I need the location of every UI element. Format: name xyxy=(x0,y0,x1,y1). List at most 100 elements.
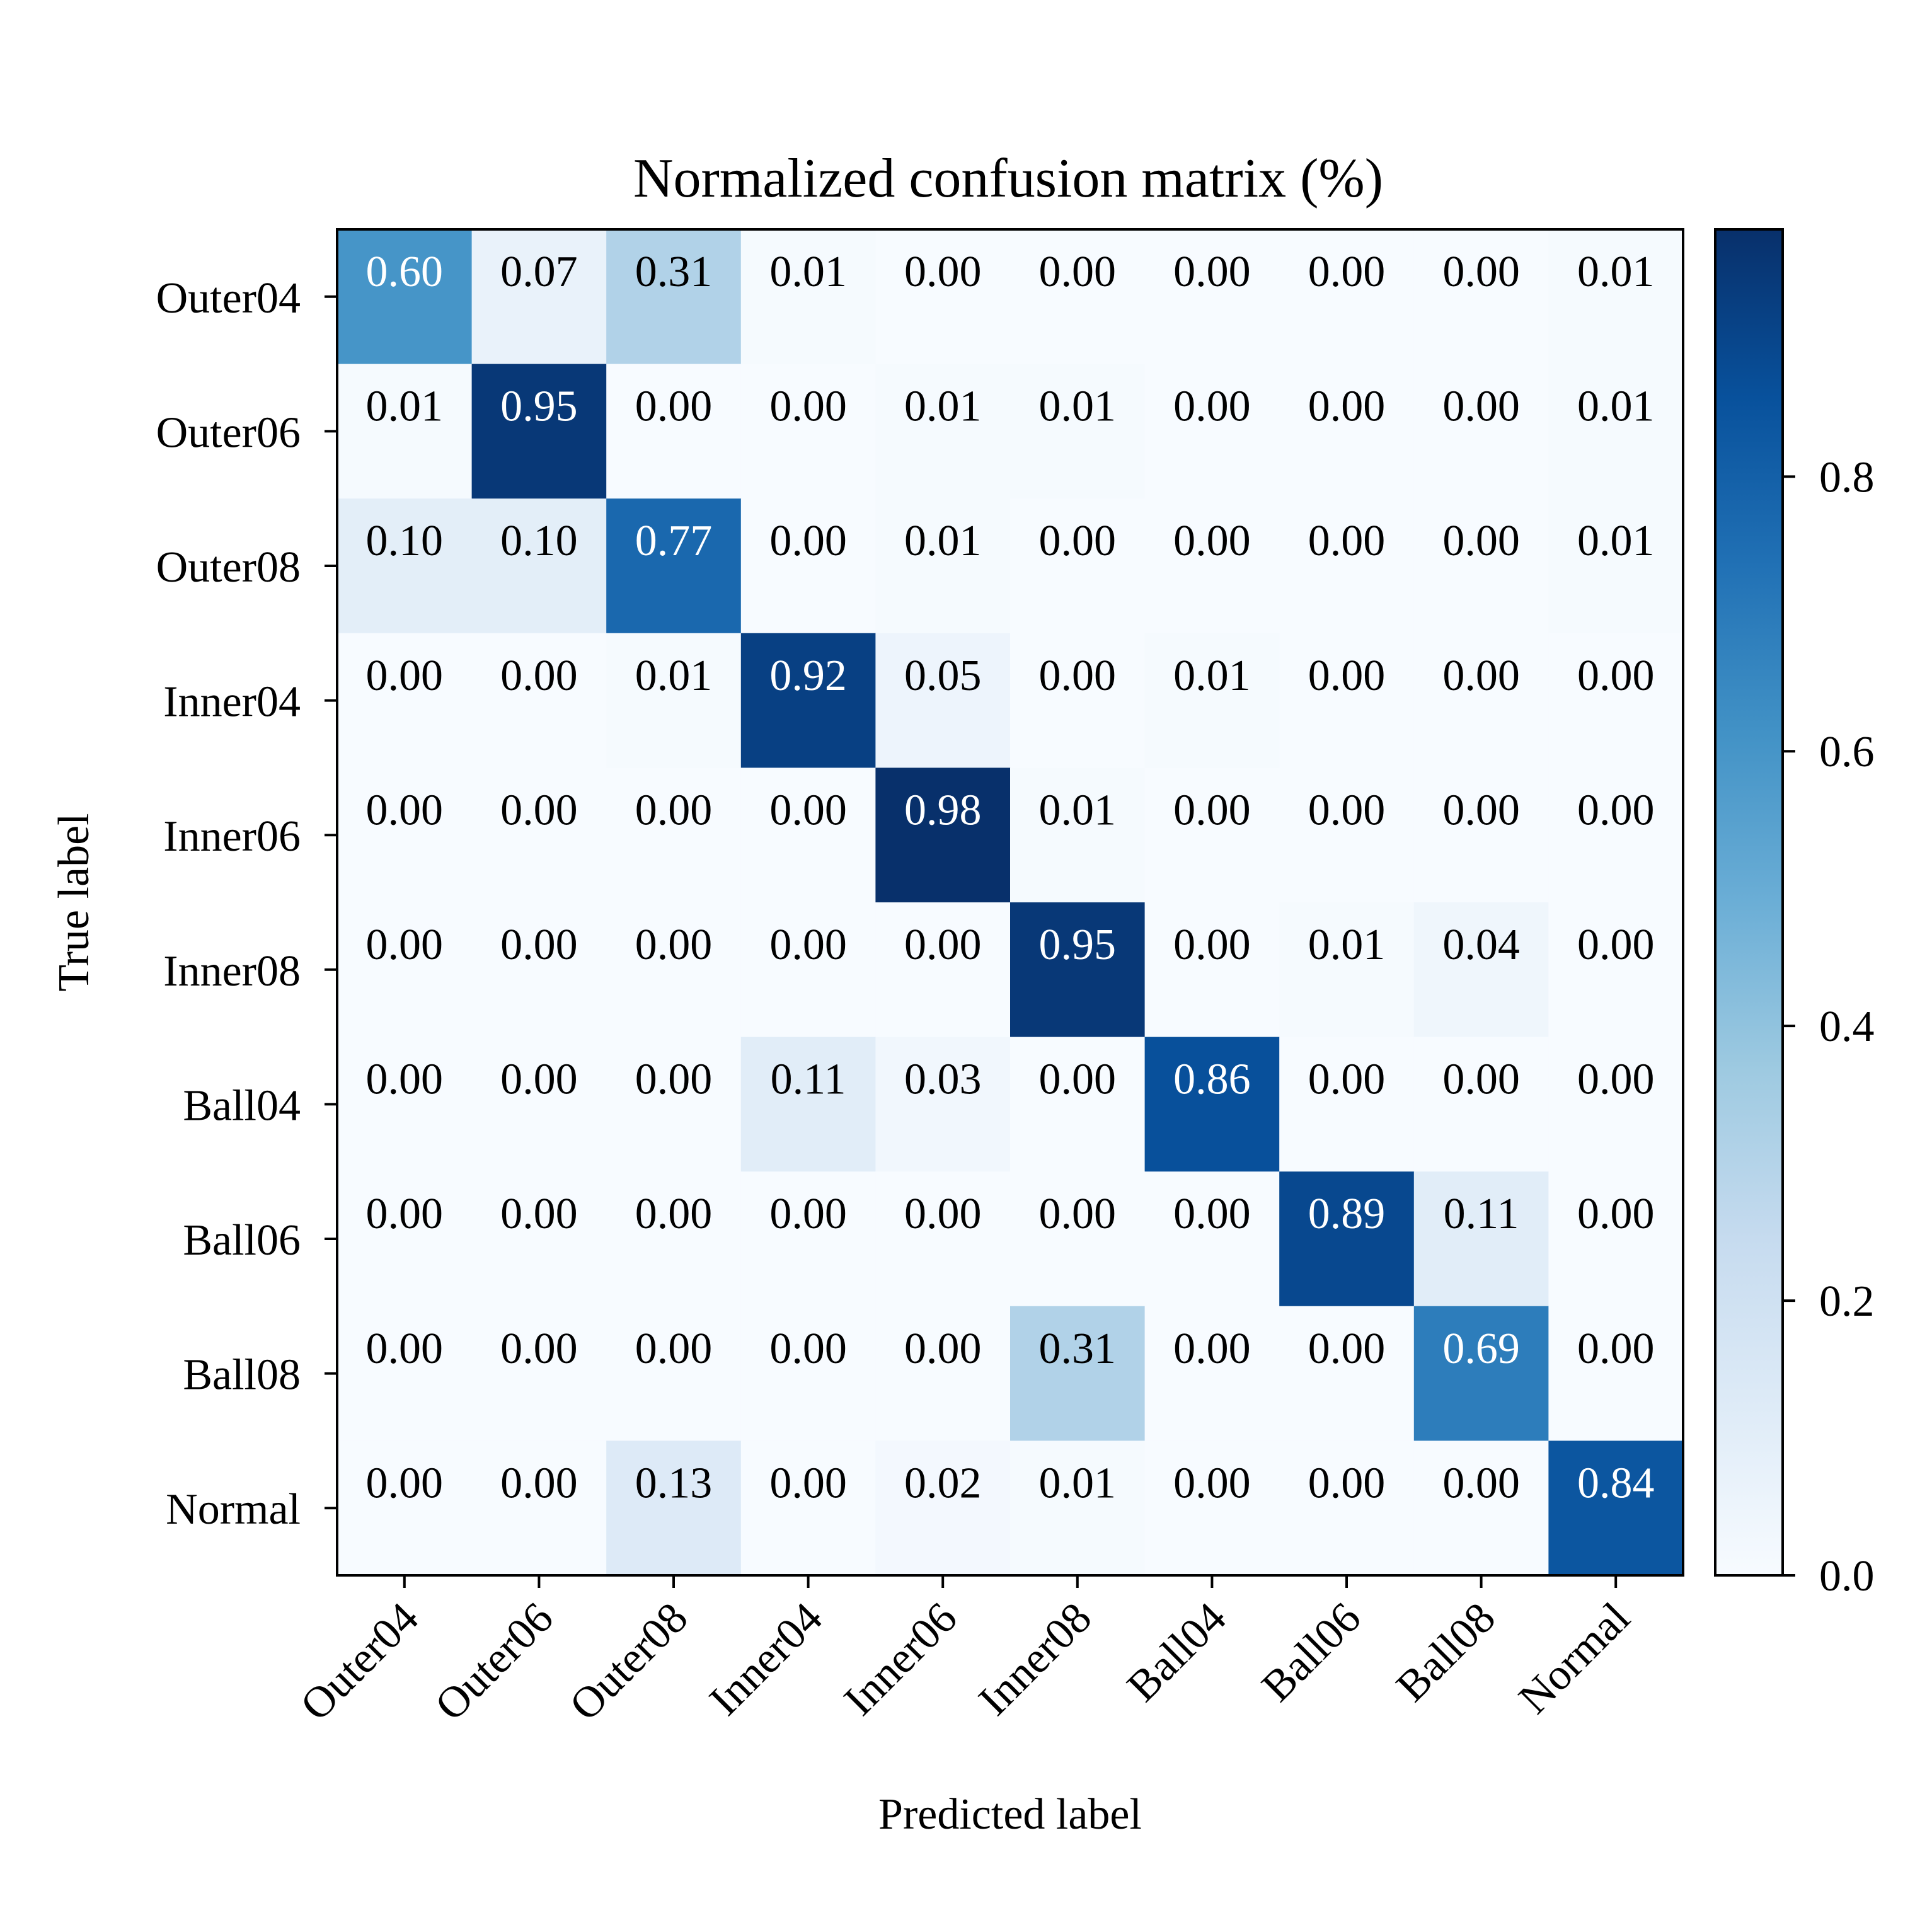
heatmap-cell xyxy=(875,633,1011,768)
colorbar-tick-label: 0.0 xyxy=(1819,1552,1875,1601)
heatmap-cell xyxy=(337,364,473,499)
cell-value-label: 0.00 xyxy=(1308,652,1386,700)
cell-value-label: 0.00 xyxy=(1577,786,1655,834)
cell-value-label: 0.00 xyxy=(1173,517,1251,565)
colorbar-tick-label: 0.4 xyxy=(1819,1003,1875,1051)
y-axis-label: True label xyxy=(50,813,98,991)
cell-value-label: 0.00 xyxy=(1039,1190,1117,1238)
heatmap-cell xyxy=(337,498,473,634)
cell-value-label: 0.00 xyxy=(1308,786,1386,834)
cell-value-label: 0.00 xyxy=(1442,248,1520,296)
heatmap-cell xyxy=(337,1037,473,1172)
heatmap-cell xyxy=(1010,364,1146,499)
cell-value-label: 0.00 xyxy=(500,786,578,834)
y-tick-label: Ball06 xyxy=(183,1216,301,1265)
cell-value-label: 0.11 xyxy=(771,1055,846,1104)
heatmap-cell-labels: 0.60 0.07 0.31 0.01 0.00 0.00 0.00 0.00 0.00 0.01… xyxy=(366,248,1655,1507)
heatmap-cell xyxy=(606,364,742,499)
heatmap-cell xyxy=(1548,768,1684,903)
cell-value-label: 0.00 xyxy=(769,517,847,565)
cell-value-label: 0.31 xyxy=(1039,1325,1117,1373)
cell-value-label: 0.00 xyxy=(904,1325,982,1373)
cell-value-label: 0.92 xyxy=(769,652,847,700)
y-tick-label: Outer04 xyxy=(156,274,301,323)
cell-value-label: 0.00 xyxy=(769,921,847,969)
cell-value-label: 0.00 xyxy=(769,1325,847,1373)
y-tick-label: Normal xyxy=(166,1485,301,1534)
y-tick-label: Ball08 xyxy=(183,1351,301,1400)
cell-value-label: 0.00 xyxy=(1442,786,1520,834)
cell-value-label: 0.89 xyxy=(1308,1190,1386,1238)
heatmap-cell xyxy=(740,1306,876,1441)
cell-value-label: 0.98 xyxy=(904,786,982,834)
y-tick-label: Inner04 xyxy=(163,678,301,727)
cell-value-label: 0.10 xyxy=(366,517,444,565)
heatmap-cell xyxy=(1279,229,1415,365)
y-tick-label: Inner06 xyxy=(163,812,301,861)
cell-value-label: 0.02 xyxy=(904,1459,982,1507)
x-axis-label: Predicted label xyxy=(878,1790,1142,1839)
cell-value-label: 0.10 xyxy=(500,517,578,565)
cell-value-label: 0.00 xyxy=(366,652,444,700)
heatmap-cell xyxy=(1144,902,1280,1038)
heatmap-cell xyxy=(875,1440,1011,1576)
cell-value-label: 0.00 xyxy=(1173,382,1251,431)
heatmap-cell xyxy=(1144,1037,1280,1172)
cell-value-label: 0.01 xyxy=(1039,382,1117,431)
cell-value-label: 0.00 xyxy=(1577,1190,1655,1238)
heatmap-cell xyxy=(740,498,876,634)
heatmap-cell xyxy=(1279,1440,1415,1576)
cell-value-label: 0.00 xyxy=(769,1190,847,1238)
cell-value-label: 0.00 xyxy=(1039,517,1117,565)
cell-value-label: 0.00 xyxy=(769,382,847,431)
cell-value-label: 0.00 xyxy=(1173,921,1251,969)
cell-value-label: 0.69 xyxy=(1442,1325,1520,1373)
cell-value-label: 0.00 xyxy=(366,1190,444,1238)
heatmap-cell xyxy=(337,768,473,903)
cell-value-label: 0.00 xyxy=(366,1325,444,1373)
heatmap-cell xyxy=(1010,1171,1146,1307)
cell-value-label: 0.77 xyxy=(635,517,713,565)
y-tick-label: Inner08 xyxy=(163,947,301,996)
heatmap-cell xyxy=(606,229,742,365)
cell-value-label: 0.00 xyxy=(904,1190,982,1238)
heatmap-cell xyxy=(1010,768,1146,903)
heatmap-cell xyxy=(471,768,607,903)
cell-value-label: 0.00 xyxy=(1039,652,1117,700)
heatmap-cell xyxy=(875,768,1011,903)
cell-value-label: 0.31 xyxy=(635,248,713,296)
heatmap-cell xyxy=(337,229,473,365)
heatmap-cell xyxy=(1144,498,1280,634)
cell-value-label: 0.00 xyxy=(500,1459,578,1507)
heatmap-cell xyxy=(1279,498,1415,634)
cell-value-label: 0.05 xyxy=(904,652,982,700)
heatmap-cell xyxy=(1010,1440,1146,1576)
cell-value-label: 0.95 xyxy=(1039,921,1117,969)
cell-value-label: 0.00 xyxy=(1173,1459,1251,1507)
heatmap-cell xyxy=(1413,1037,1549,1172)
cell-value-label: 0.00 xyxy=(1577,921,1655,969)
cell-value-label: 0.00 xyxy=(1173,786,1251,834)
cell-value-label: 0.00 xyxy=(635,1190,713,1238)
heatmap-cell xyxy=(471,1037,607,1172)
heatmap-cell xyxy=(1279,1171,1415,1307)
heatmap-cell xyxy=(606,902,742,1038)
cell-value-label: 0.00 xyxy=(1442,382,1520,431)
cell-value-label: 0.00 xyxy=(635,1055,713,1104)
cell-value-label: 0.01 xyxy=(904,382,982,431)
heatmap-cell xyxy=(1144,768,1280,903)
cell-value-label: 0.00 xyxy=(366,786,444,834)
heatmap-cell xyxy=(875,902,1011,1038)
cell-value-label: 0.00 xyxy=(1442,652,1520,700)
cell-value-label: 0.03 xyxy=(904,1055,982,1104)
heatmap-cell xyxy=(1548,633,1684,768)
heatmap-cells xyxy=(337,229,1684,1576)
heatmap-cell xyxy=(1548,1171,1684,1307)
y-tick-label: Ball04 xyxy=(183,1081,301,1130)
heatmap-cell xyxy=(606,633,742,768)
cell-value-label: 0.00 xyxy=(769,1459,847,1507)
heatmap-cell xyxy=(1010,1306,1146,1441)
heatmap-cell xyxy=(471,364,607,499)
heatmap-cell xyxy=(1413,902,1549,1038)
